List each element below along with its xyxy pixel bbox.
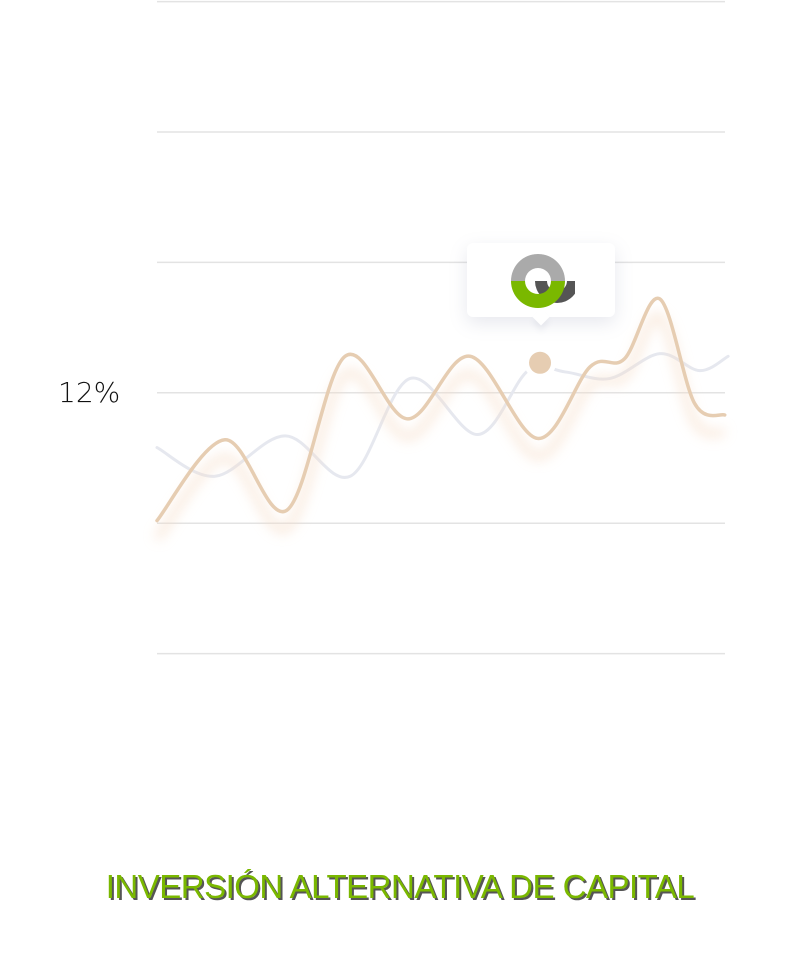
highlight-point[interactable] [529,351,552,374]
company-logo-icon [511,254,575,308]
series-line-shadow [153,312,727,542]
footer-title: INVERSIÓN ALTERNATIVA DE CAPITAL [105,868,695,905]
series-line [155,352,730,479]
chart-tooltip [467,243,615,317]
y-tick-label: 12% [58,376,121,409]
series-line [155,296,727,523]
